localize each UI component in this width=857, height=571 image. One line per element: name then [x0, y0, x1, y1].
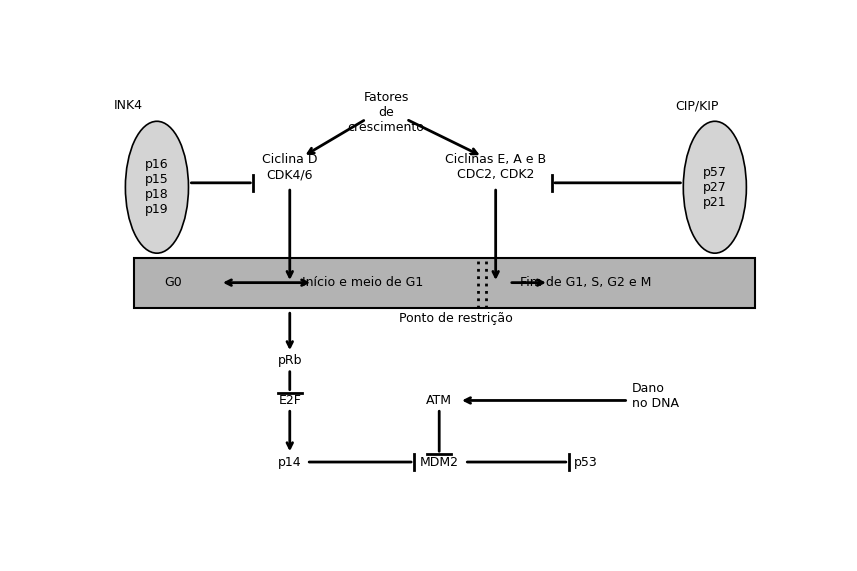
Text: G0: G0: [165, 276, 183, 289]
Text: p16
p15
p18
p19: p16 p15 p18 p19: [145, 158, 169, 216]
Text: Dano
no DNA: Dano no DNA: [632, 382, 679, 410]
FancyBboxPatch shape: [134, 258, 755, 308]
Text: p53: p53: [573, 456, 597, 469]
Text: Fatores
de
crescimento: Fatores de crescimento: [348, 90, 424, 134]
Text: p57
p27
p21: p57 p27 p21: [703, 166, 727, 209]
Text: Ciclina D
CDK4/6: Ciclina D CDK4/6: [262, 154, 318, 182]
Text: CIP/KIP: CIP/KIP: [675, 99, 718, 112]
Text: Ciclinas E, A e B
CDC2, CDK2: Ciclinas E, A e B CDC2, CDK2: [445, 154, 546, 182]
Text: p14: p14: [278, 456, 302, 469]
Ellipse shape: [683, 121, 746, 253]
Text: INK4: INK4: [114, 99, 143, 112]
Text: Início e meio de G1: Início e meio de G1: [303, 276, 423, 289]
Text: MDM2: MDM2: [420, 456, 458, 469]
Text: Fim de G1, S, G2 e M: Fim de G1, S, G2 e M: [519, 276, 651, 289]
Text: Ponto de restrição: Ponto de restrição: [399, 312, 512, 325]
Text: ATM: ATM: [426, 394, 452, 407]
Text: E2F: E2F: [279, 394, 301, 407]
Ellipse shape: [125, 121, 189, 253]
Text: pRb: pRb: [278, 355, 302, 367]
